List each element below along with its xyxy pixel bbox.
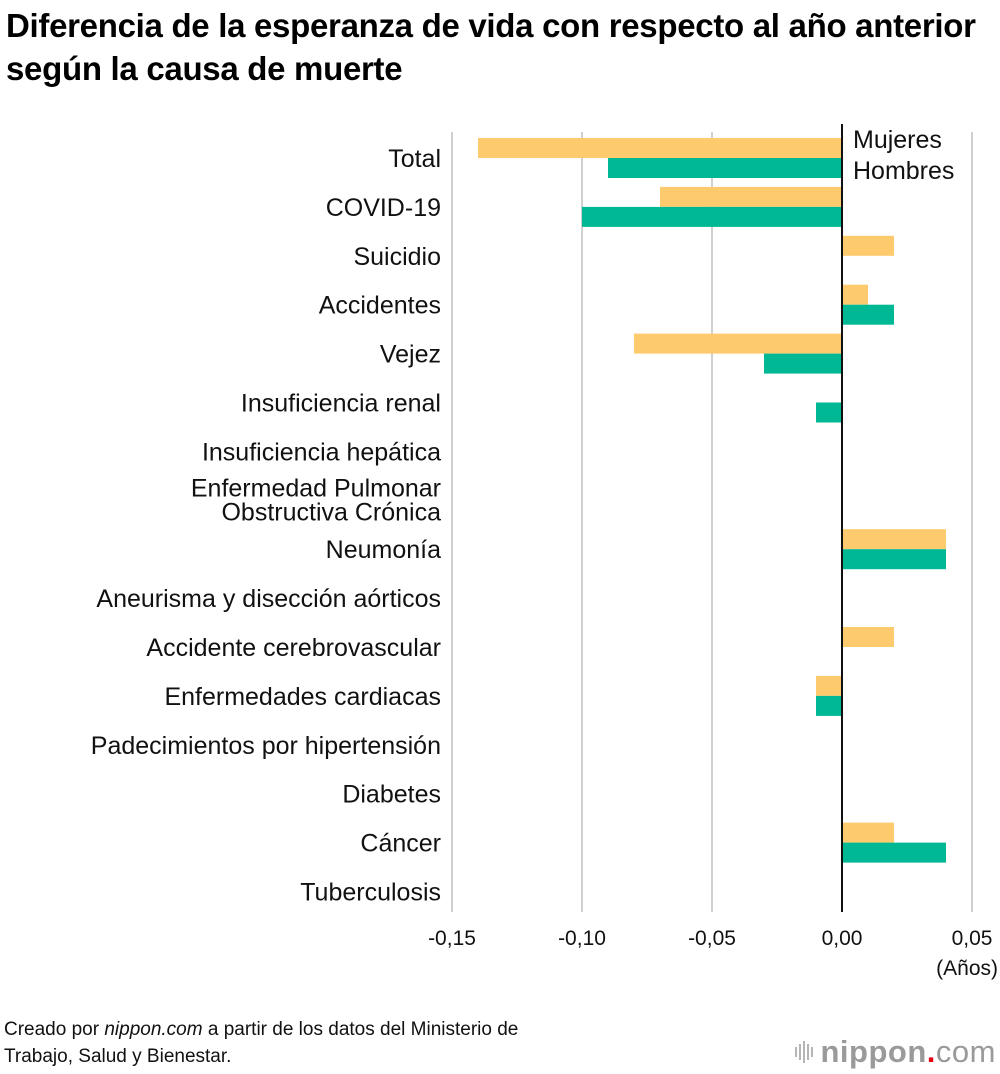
x-tick-label: -0,15 xyxy=(428,927,476,950)
legend: Mujeres Hombres xyxy=(853,126,954,185)
sound-wave-icon xyxy=(794,1041,813,1063)
category-label: COVID-19 xyxy=(326,194,441,222)
source-suffix: a partir de los datos del Ministerio de xyxy=(202,1019,519,1040)
category-label: Enfermedades cardiacas xyxy=(164,683,441,711)
category-label: Vejez xyxy=(380,341,441,369)
bar-hombres xyxy=(608,158,842,178)
category-label: Accidentes xyxy=(319,292,441,320)
bar-chart: Total COVID-19 Suicidio Accidentes Vejez Insu… xyxy=(91,124,998,980)
bars xyxy=(478,138,946,863)
bar-mujeres xyxy=(842,822,894,843)
category-label: Enfermedad Pulmonar Obstructiva Crónica xyxy=(191,474,441,526)
bar-mujeres xyxy=(842,235,894,256)
source-line-2: Trabajo, Salud y Bienestar. xyxy=(4,1046,232,1067)
category-label: Insuficiencia hepática xyxy=(202,438,441,466)
brand-dot: . xyxy=(926,1034,936,1069)
category-labels: Total COVID-19 Suicidio Accidentes Vejez Insu… xyxy=(91,145,441,907)
bar-mujeres xyxy=(842,529,946,550)
bar-mujeres xyxy=(816,675,842,696)
legend-label-mujeres: Mujeres xyxy=(853,126,942,154)
category-label: Neumonía xyxy=(326,536,441,564)
category-label: Insuficiencia renal xyxy=(241,390,441,418)
gridlines xyxy=(451,132,973,912)
legend-label-hombres: Hombres xyxy=(853,157,954,185)
x-axis-unit-label: (Años) xyxy=(936,957,998,980)
source-note: Creado por nippon.com a partir de los da… xyxy=(4,1016,518,1070)
x-tick-label: 0,05 xyxy=(952,927,993,950)
category-label: Total xyxy=(388,145,441,173)
brand-wordmark: nippon.com xyxy=(820,1034,996,1069)
category-label: Padecimientos por hipertensión xyxy=(91,732,441,760)
bar-mujeres xyxy=(660,186,842,207)
bar-hombres xyxy=(842,304,894,325)
source-site: nippon.com xyxy=(104,1019,203,1040)
category-label: Suicidio xyxy=(353,243,441,271)
category-label: Accidente cerebrovascular xyxy=(146,634,441,662)
x-tick-label: -0,10 xyxy=(558,927,606,950)
bar-hombres xyxy=(816,695,842,716)
category-label-line: Enfermedad Pulmonar xyxy=(191,474,441,502)
chart-title: Diferencia de la esperanza de vida con r… xyxy=(6,7,976,87)
source-prefix: Creado por xyxy=(4,1019,105,1040)
bar-mujeres xyxy=(634,333,842,354)
bar-hombres xyxy=(764,353,842,374)
category-label: Diabetes xyxy=(342,781,441,809)
bar-hombres xyxy=(842,842,946,863)
x-tick-label: 0,00 xyxy=(822,927,863,950)
bar-hombres xyxy=(842,549,946,570)
nippon-logo: nippon.com xyxy=(794,1032,997,1072)
x-tick-labels: -0,15 -0,10 -0,05 0,00 0,05 xyxy=(428,927,992,950)
category-label: Tuberculosis xyxy=(300,879,441,907)
bar-hombres xyxy=(582,206,842,227)
bar-hombres xyxy=(816,402,842,423)
x-tick-label: -0,05 xyxy=(688,927,736,950)
bar-mujeres xyxy=(842,627,894,647)
bar-mujeres xyxy=(842,284,868,305)
category-label: Aneurisma y disección aórticos xyxy=(96,585,441,613)
bar-mujeres xyxy=(478,138,842,158)
category-label-line: Obstructiva Crónica xyxy=(221,498,441,526)
category-label: Cáncer xyxy=(360,830,441,858)
